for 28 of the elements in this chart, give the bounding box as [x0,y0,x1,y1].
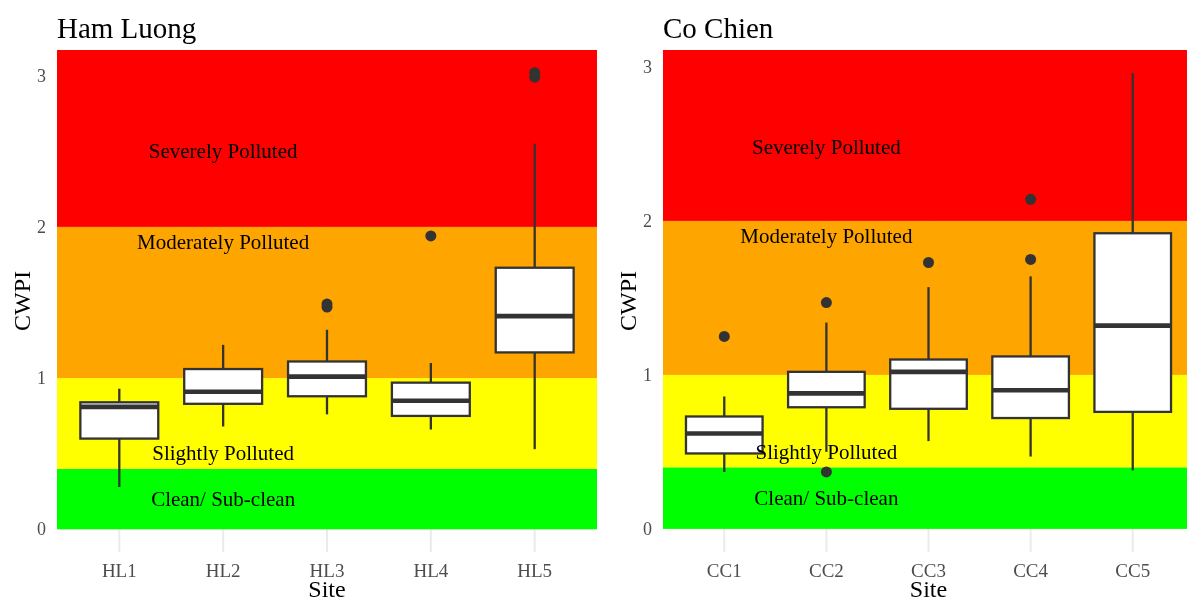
band-label: Clean/ Sub-clean [754,486,899,511]
x-tick-label: CC5 [1115,560,1151,581]
x-tick-label: HL2 [205,560,241,581]
x-tick-label: HL1 [101,560,137,581]
y-tick-label: 3 [643,56,652,77]
y-tick-label: 0 [643,518,652,539]
band-label: Slightly Polluted [152,441,295,466]
band-label: Clean/ Sub-clean [151,487,296,512]
y-tick-label: 0 [37,519,46,540]
y-tick-label: 2 [643,210,652,231]
x-tick-label: CC1 [706,560,742,581]
band-label: Moderately Polluted [137,230,310,255]
y-tick-label: 1 [643,364,652,385]
x-tick-label: CC2 [808,560,844,581]
x-tick-label: HL5 [517,560,553,581]
chart-title: Co Chien [663,12,774,44]
band-label: Severely Polluted [752,135,902,160]
y-tick-label: 2 [37,216,46,237]
y-tick-label: 1 [37,368,46,389]
y-axis-title: CWPI [615,270,641,331]
band-label: Severely Polluted [148,138,299,163]
y-axis-title: CWPI [9,270,35,331]
band-label: Slightly Polluted [755,439,898,464]
x-tick-label: CC4 [1013,560,1049,581]
x-tick-label: HL4 [413,560,449,581]
y-tick-label: 3 [37,65,46,86]
chart-title: Ham Luong [57,12,197,44]
band-label: Moderately Polluted [740,224,913,249]
